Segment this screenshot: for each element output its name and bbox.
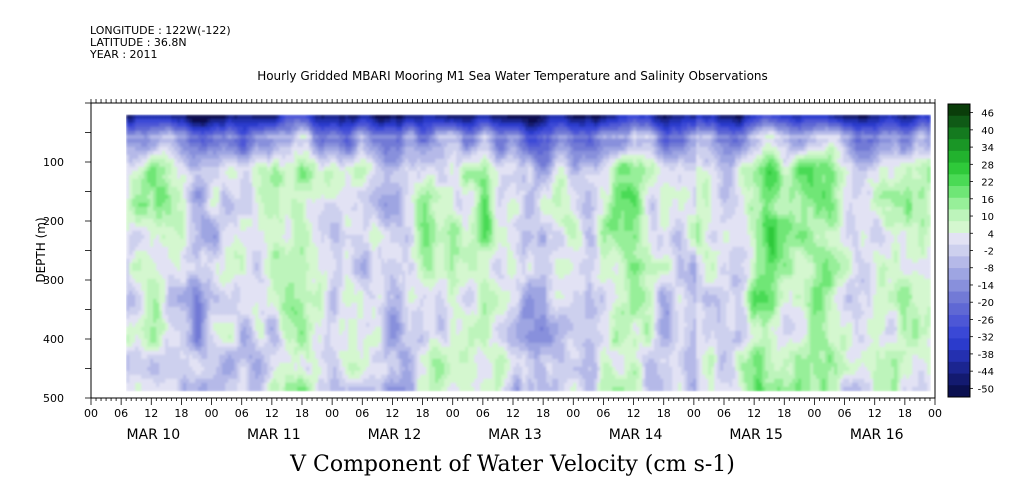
heatmap-field: [126, 115, 931, 392]
